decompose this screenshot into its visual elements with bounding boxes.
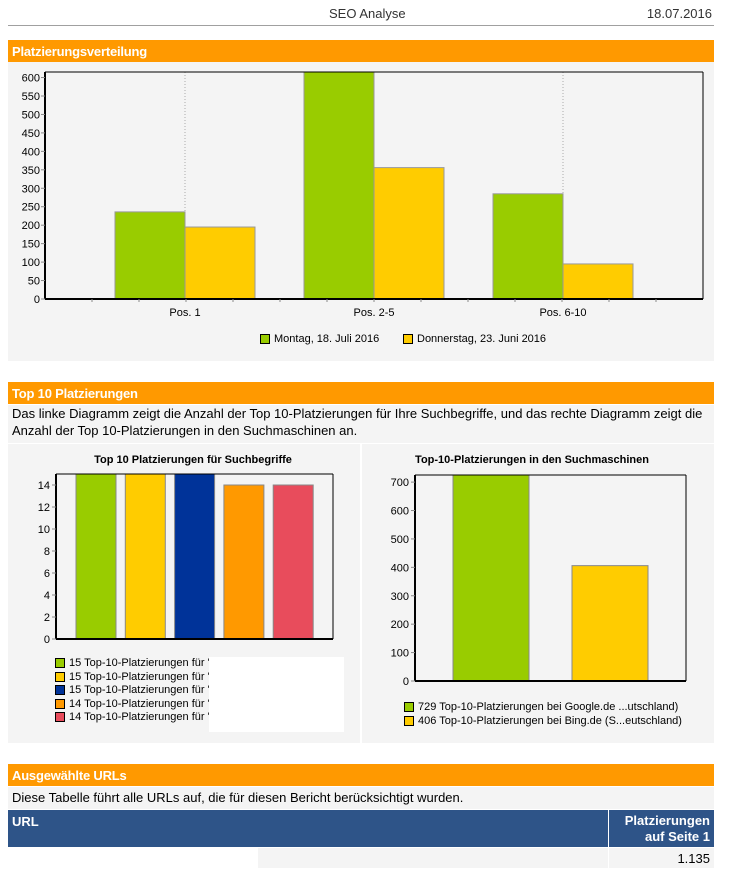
y-tick-label: 450 bbox=[22, 128, 40, 140]
y-tick-label: 400 bbox=[391, 562, 409, 574]
y-tick-label: 500 bbox=[22, 109, 40, 121]
legend-label: Montag, 18. Juli 2016 bbox=[274, 333, 380, 345]
legend-swatch bbox=[404, 715, 414, 726]
y-tick-label: 400 bbox=[22, 146, 40, 158]
legend-item: 15 Top-10-Platzierungen für ' bbox=[55, 684, 210, 696]
urls-description: Diese Tabelle führt alle URLs auf, die f… bbox=[8, 787, 714, 809]
report-title: SEO Analyse bbox=[329, 6, 406, 21]
y-tick-label: 150 bbox=[22, 239, 40, 251]
bar-montag bbox=[114, 211, 186, 300]
column-header-placements-line2: auf Seite 1 bbox=[644, 829, 710, 844]
placement-distribution-chart: 0 50 100 150 200 250 300 350 400 450 500 550 600 Pos.… bbox=[22, 71, 704, 319]
legend-item: 729 Top-10-Platzierungen bei Google.de .… bbox=[404, 701, 678, 713]
y-tick-label: 2 bbox=[44, 612, 50, 624]
legend-item: 14 Top-10-Platzierungen für ' bbox=[55, 711, 210, 723]
y-tick-label: 100 bbox=[22, 257, 40, 269]
legend-label: 15 Top-10-Platzierungen für ' bbox=[69, 684, 210, 696]
y-tick-label: 10 bbox=[38, 524, 50, 536]
section-title-top10: Top 10 Platzierungen bbox=[8, 382, 714, 404]
placement-chart-panel: 0 50 100 150 200 250 300 350 400 450 500 550 600 Pos.… bbox=[8, 62, 714, 361]
legend-swatch bbox=[55, 698, 65, 709]
legend-swatch-green bbox=[260, 334, 270, 344]
y-tick-label: 6 bbox=[44, 568, 50, 580]
searchengine-chart-panel: Top-10-Platzierungen in den Suchmaschine… bbox=[362, 444, 714, 743]
y-tick-label: 0 bbox=[34, 294, 40, 306]
searchengine-bar bbox=[571, 565, 649, 682]
x-category-label: Pos. 2-5 bbox=[354, 307, 395, 319]
chart-title: Top 10 Platzierungen für Suchbegriffe bbox=[94, 454, 292, 466]
keyword-top10-chart: Top 10 Platzierungen für Suchbegriffe 0 2 4… bbox=[38, 454, 334, 646]
keyword-bar bbox=[75, 473, 117, 640]
redacted-area bbox=[209, 657, 344, 732]
column-header-url[interactable]: URL bbox=[12, 814, 39, 829]
y-tick-label: 500 bbox=[391, 534, 409, 546]
legend-item: 14 Top-10-Platzierungen für ' bbox=[55, 698, 210, 710]
y-tick-label: 250 bbox=[22, 202, 40, 214]
y-tick-label: 600 bbox=[391, 506, 409, 518]
section-title-urls: Ausgewählte URLs bbox=[8, 764, 714, 786]
y-tick-label: 0 bbox=[44, 634, 50, 646]
y-tick-label: 50 bbox=[28, 276, 40, 288]
y-tick-label: 350 bbox=[22, 165, 40, 177]
keyword-bar bbox=[174, 473, 216, 640]
column-header-placements[interactable]: Platzierungen auf Seite 1 bbox=[608, 810, 714, 847]
column-header-placements-line1: Platzierungen bbox=[624, 813, 710, 828]
section-title-placement: Platzierungsverteilung bbox=[8, 40, 714, 62]
y-tick-label: 12 bbox=[38, 502, 50, 514]
y-tick-label: 700 bbox=[391, 477, 409, 489]
url-table-header: URL Platzierungen auf Seite 1 bbox=[8, 810, 714, 847]
legend-label: 15 Top-10-Platzierungen für ' bbox=[69, 670, 210, 683]
bar-montag bbox=[492, 193, 564, 300]
searchengine-top10-chart: Top-10-Platzierungen in den Suchmaschine… bbox=[391, 454, 687, 688]
legend-item: 15 Top-10-Platzierungen für ' bbox=[55, 671, 210, 683]
legend-swatch bbox=[404, 702, 414, 712]
bar-montag bbox=[303, 71, 375, 300]
y-tick-label: 300 bbox=[391, 591, 409, 603]
legend-label: 15 Top-10-Platzierungen für ' bbox=[69, 657, 210, 669]
legend-label: 14 Top-10-Platzierungen für ' bbox=[69, 697, 210, 710]
searchengine-bar bbox=[452, 474, 530, 682]
x-category-label: Pos. 1 bbox=[169, 307, 200, 319]
legend-label: 729 Top-10-Platzierungen bei Google.de .… bbox=[418, 701, 679, 713]
keyword-bar bbox=[223, 484, 265, 640]
y-tick-label: 200 bbox=[22, 220, 40, 232]
legend-swatch bbox=[55, 658, 65, 668]
legend-label: 14 Top-10-Platzierungen für ' bbox=[69, 711, 210, 723]
legend-label: 406 Top-10-Platzierungen bei Bing.de (S.… bbox=[418, 714, 682, 727]
legend-label: Donnerstag, 23. Juni 2016 bbox=[417, 333, 547, 345]
table-row bbox=[258, 848, 714, 868]
report-header: SEO Analyse 18.07.2016 bbox=[8, 0, 714, 26]
y-tick-label: 14 bbox=[38, 480, 50, 492]
legend-item: 406 Top-10-Platzierungen bei Bing.de (S.… bbox=[404, 715, 682, 727]
y-tick-label: 100 bbox=[391, 648, 409, 660]
bar-donnerstag bbox=[184, 226, 256, 300]
top10-description: Das linke Diagramm zeigt die Anzahl der … bbox=[8, 405, 714, 443]
y-tick-label: 600 bbox=[22, 73, 40, 85]
chart-title: Top-10-Platzierungen in den Suchmaschine… bbox=[415, 454, 649, 466]
y-tick-label: 550 bbox=[22, 91, 40, 103]
x-category-label: Pos. 6-10 bbox=[539, 307, 586, 319]
legend-swatch bbox=[55, 671, 65, 682]
report-date: 18.07.2016 bbox=[646, 6, 712, 21]
y-tick-label: 4 bbox=[44, 590, 50, 602]
table-cell-placements: 1.135 bbox=[608, 848, 714, 868]
legend-item-montag: Montag, 18. Juli 2016 bbox=[260, 333, 379, 345]
y-tick-label: 300 bbox=[22, 183, 40, 195]
legend-item-donnerstag: Donnerstag, 23. Juni 2016 bbox=[403, 333, 546, 345]
keyword-bar bbox=[124, 473, 166, 640]
bar-donnerstag bbox=[373, 167, 445, 300]
keyword-bar bbox=[272, 484, 314, 640]
legend-swatch bbox=[55, 685, 65, 695]
legend-swatch-yellow bbox=[403, 334, 413, 344]
y-tick-label: 200 bbox=[391, 619, 409, 631]
y-tick-label: 0 bbox=[403, 676, 409, 688]
bar-donnerstag bbox=[562, 263, 634, 300]
y-tick-label: 8 bbox=[44, 546, 50, 558]
legend-item: 15 Top-10-Platzierungen für ' bbox=[55, 657, 210, 669]
legend-swatch bbox=[55, 712, 65, 722]
